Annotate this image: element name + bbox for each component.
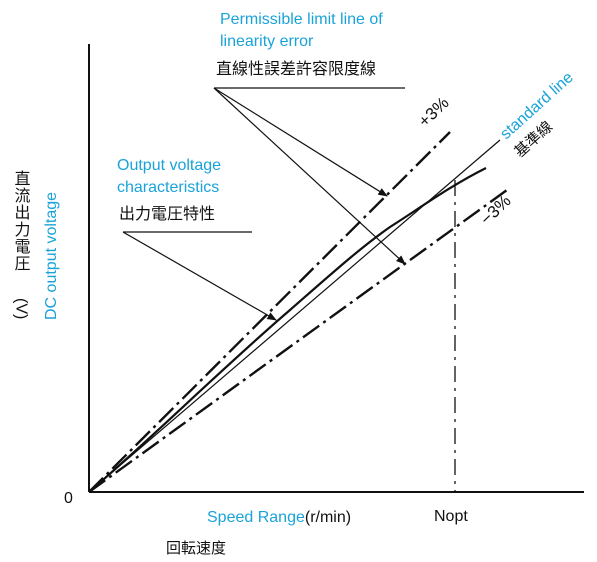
limit-label-en-2: linearity error [220, 33, 314, 50]
nopt-label: Nopt [434, 508, 468, 525]
origin-label: 0 [64, 490, 73, 507]
x-axis-label-en: Speed Range(r/min) [207, 509, 351, 526]
minus-limit-line [88, 189, 508, 493]
y-axis-unit: (V) [13, 298, 30, 319]
output-characteristic-curve [88, 167, 487, 493]
x-axis-label-en-text: Speed Range [207, 509, 305, 526]
y-axis-label-jp: 直流出力電圧 [12, 170, 31, 272]
x-axis-label-jp: 回転速度 [166, 539, 226, 557]
plus-percent-label: +3% [415, 93, 453, 131]
limit-label-en-1: Permissible limit line of [220, 11, 383, 28]
limit-arrow-minus [213, 87, 406, 265]
output-label-en-1: Output voltage [117, 157, 221, 174]
limit-arrow-plus [213, 87, 388, 197]
y-axis-label-en: DC output voltage [43, 192, 60, 320]
limit-label-jp: 直線性誤差許容限度線 [216, 59, 376, 78]
plus-limit-line [88, 131, 451, 493]
minus-percent-label: −3% [477, 191, 515, 229]
output-label-en-2: characteristics [117, 179, 219, 196]
output-label-jp: 出力電圧特性 [119, 204, 215, 223]
output-arrow [122, 231, 277, 321]
x-axis-unit: (r/min) [305, 509, 351, 526]
